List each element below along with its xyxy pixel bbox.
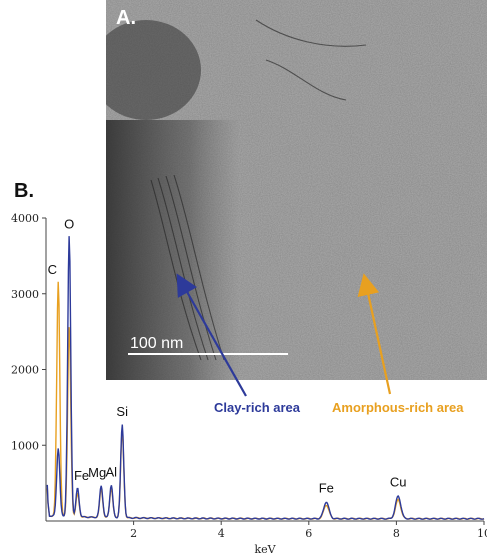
peak-label: Cu (390, 474, 407, 489)
x-tick-label: 10 (477, 527, 487, 540)
peak-label: Fe (319, 480, 334, 495)
peak-label: C (48, 262, 57, 277)
x-tick-label: 2 (130, 527, 137, 540)
scale-bar-label: 100 nm (130, 335, 183, 352)
y-tick-label: 3000 (11, 288, 39, 301)
y-tick-label: 2000 (11, 364, 39, 377)
panel-b-label: B. (14, 180, 34, 202)
x-tick-label: 6 (305, 527, 312, 540)
peak-label: Mg (88, 465, 106, 480)
tem-micrograph: A. 100 nm (106, 0, 487, 380)
y-tick-label: 4000 (11, 212, 39, 225)
x-axis-label: keV (254, 543, 276, 556)
x-tick-label: 4 (218, 527, 225, 540)
clay-arrow (176, 273, 247, 397)
y-tick-label: 1000 (11, 439, 39, 452)
peak-label: Fe (74, 468, 89, 483)
peak-label: Si (116, 404, 128, 419)
amorphous-area-label: Amorphous-rich area (332, 400, 464, 415)
x-tick-label: 8 (393, 527, 400, 540)
panel-a-label: A. (116, 7, 136, 29)
series-line-clay (46, 236, 485, 520)
clay-area-label: Clay-rich area (214, 400, 301, 415)
amorphous-arrow (357, 273, 392, 395)
peak-label: Al (105, 464, 117, 479)
peak-label: O (64, 217, 74, 232)
